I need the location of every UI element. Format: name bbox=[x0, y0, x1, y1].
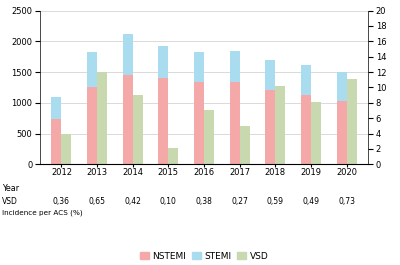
Bar bbox=[52, 97, 61, 120]
Bar bbox=[123, 34, 133, 75]
Bar bbox=[87, 52, 97, 87]
Text: 0,10: 0,10 bbox=[160, 197, 177, 206]
Text: 0,49: 0,49 bbox=[302, 197, 320, 206]
Text: 0,36: 0,36 bbox=[53, 197, 70, 206]
Text: 0,38: 0,38 bbox=[196, 197, 212, 206]
Bar bbox=[347, 79, 356, 164]
Bar bbox=[133, 95, 143, 164]
Bar bbox=[87, 87, 97, 164]
Text: 0,42: 0,42 bbox=[124, 197, 141, 206]
Bar bbox=[337, 101, 347, 164]
Bar bbox=[230, 82, 240, 164]
Text: Year: Year bbox=[2, 184, 19, 193]
Text: 0,27: 0,27 bbox=[231, 197, 248, 206]
Text: Incidence per ACS (%): Incidence per ACS (%) bbox=[2, 209, 83, 216]
Text: VSD: VSD bbox=[2, 197, 18, 206]
Legend: NSTEMI, STEMI, VSD: NSTEMI, STEMI, VSD bbox=[136, 248, 272, 264]
Bar bbox=[194, 82, 204, 164]
Bar bbox=[52, 120, 61, 164]
Bar bbox=[168, 148, 178, 164]
Text: 0,59: 0,59 bbox=[267, 197, 284, 206]
Bar bbox=[158, 46, 168, 78]
Bar bbox=[123, 75, 133, 164]
Bar bbox=[230, 51, 240, 82]
Bar bbox=[97, 72, 107, 164]
Bar bbox=[311, 102, 321, 164]
Bar bbox=[301, 65, 311, 95]
Text: 0,65: 0,65 bbox=[88, 197, 106, 206]
Bar bbox=[301, 95, 311, 164]
Bar bbox=[240, 126, 250, 164]
Bar bbox=[275, 86, 285, 164]
Bar bbox=[61, 134, 71, 164]
Bar bbox=[204, 110, 214, 164]
Bar bbox=[265, 60, 275, 90]
Text: 0,73: 0,73 bbox=[338, 197, 355, 206]
Bar bbox=[265, 90, 275, 164]
Bar bbox=[337, 72, 347, 101]
Bar bbox=[158, 78, 168, 164]
Bar bbox=[194, 52, 204, 82]
